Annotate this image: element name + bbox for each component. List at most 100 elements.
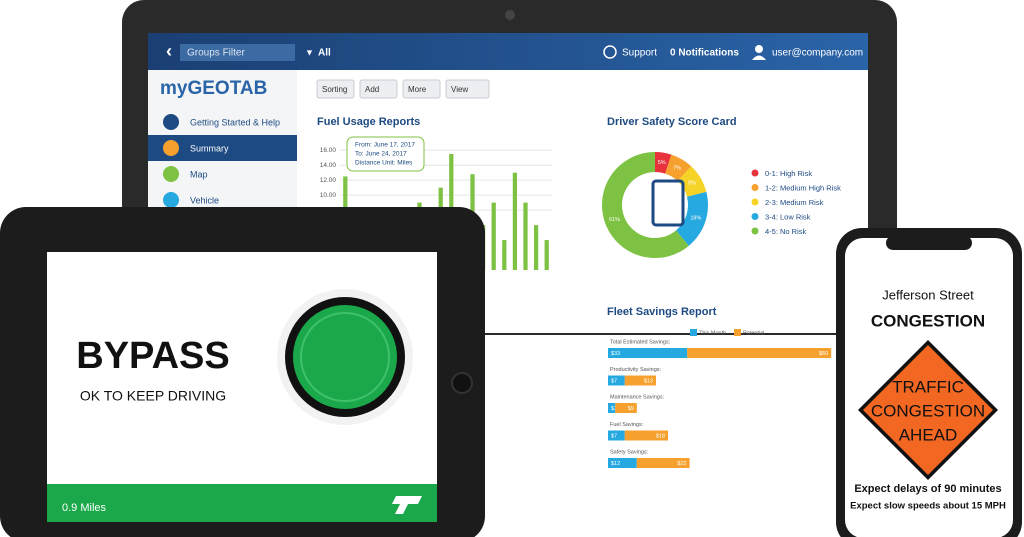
chart-title: Fuel Usage Reports [317,116,420,128]
legend-swatch [751,213,759,220]
toolbar-label[interactable]: Add [365,85,379,94]
all-filter[interactable]: All [318,48,331,59]
legend-label: Potential [743,330,764,336]
y-tick-label: 12.00 [320,177,337,184]
dropdown-arrow[interactable]: ▼ [305,47,314,57]
safety-chart: 5% 0-1: High Risk 7% 1-2: Medium High Risk 9… [602,152,841,259]
slice-label: 18% [690,216,701,222]
tooltip-line: To: June 24, 2017 [355,151,407,158]
bar-segment [624,375,656,386]
home-button[interactable] [451,372,473,394]
value-label: $12 [611,461,620,467]
donut-slice [677,166,707,197]
sidebar-item[interactable]: Summary [190,143,229,153]
phone-notch [886,236,972,250]
bar [523,202,528,270]
user[interactable]: user@company.com [772,48,863,59]
bar-segment [608,348,688,358]
logo[interactable]: myGEOTAB [160,78,267,99]
status-bar [47,484,437,522]
bar [512,172,518,270]
value-label: $22 [677,461,686,467]
slice-label: 5% [658,160,666,166]
value-label: $7 [611,378,617,384]
legend-swatch [751,184,759,191]
legend-label: 2-3: Medium Risk [765,198,824,207]
y-tick-label: 10.00 [320,192,337,199]
back-button[interactable]: ‹ [166,41,172,61]
light-inner [300,312,390,402]
bar [544,240,549,270]
bar-segment [624,430,668,441]
legend-swatch [690,329,697,336]
toolbar-button[interactable] [445,79,490,99]
sidebar-items: Getting Started & Help Summary Map Vehicle [163,114,280,208]
value-label: $13 [644,378,653,384]
category-label: Total Estimated Savings: [610,339,671,345]
bar-segment [636,458,690,468]
donut-slice [602,152,689,259]
chart-title: Fleet Savings Report [607,306,717,318]
support[interactable]: Support [622,48,657,59]
clipboard-icon [651,179,685,227]
user-icon[interactable] [755,45,763,53]
legend-label: 3-4: Low Risk [765,212,811,221]
savings-chart: This Month Potential Total Estimated Savin… [608,329,832,468]
notifications[interactable]: 0 Notifications [670,48,739,59]
green-light [293,305,397,409]
legend-swatch [751,227,759,235]
sidebar-icon [163,166,179,182]
legend-label: 1-2: Medium High Risk [765,183,841,192]
sign [863,345,993,475]
donut-slice [655,152,672,174]
tooltip [346,136,425,172]
bar-segment [608,403,616,413]
toolbar-button[interactable] [316,79,355,99]
sidebar-item[interactable]: Getting Started & Help [190,117,280,127]
groups-filter-box[interactable] [180,44,295,61]
value-label: $9 [628,406,634,412]
user-icon-body [752,55,766,60]
brand-icon [392,496,422,514]
legend-swatch [734,329,741,336]
toolbar-label[interactable]: View [451,85,468,94]
alert: CONGESTION [871,311,985,330]
legend-swatch [751,198,759,206]
bar-segment [608,375,625,386]
slice-label: 7% [673,165,681,171]
tooltip-line: From: June 17, 2017 [355,142,415,149]
chart-title: Driver Safety Score Card [607,116,737,128]
value-label: $60 [819,351,828,357]
bar [533,225,539,270]
sidebar-item[interactable]: Vehicle [190,195,219,205]
bar-segment [608,430,625,441]
legend-label: 0-1: High Risk [765,169,812,178]
bar-segment [608,458,637,468]
delay: Expect delays of 90 minutes [854,483,1001,495]
status: BYPASS [76,335,229,377]
camera [505,10,515,20]
sidebar-item[interactable]: Map [190,169,208,179]
toolbar-label[interactable]: More [408,85,427,94]
distance: 0.9 Miles [62,502,107,514]
sign-line: AHEAD [899,425,958,444]
groups-filter[interactable]: Groups Filter [187,48,245,59]
message: OK TO KEEP DRIVING [80,388,226,404]
category-label: Maintenance Savings: [610,394,665,400]
toolbar-label[interactable]: Sorting [322,85,347,94]
sign-line: TRAFFIC [892,377,964,396]
tooltip-text: From: June 17, 2017 To: June 24, 2017 Dist… [355,142,415,167]
toolbar-button[interactable] [359,79,398,99]
y-tick-label: 16.00 [320,147,337,154]
sidebar-icon [163,140,179,156]
street: Jefferson Street [882,287,974,302]
toolbar-button[interactable] [402,79,441,99]
value-label: $7 [611,433,617,439]
slice-label: 9% [688,181,696,187]
sign-line: CONGESTION [871,401,985,420]
value-label: $18 [656,433,665,439]
sidebar-icon [163,114,179,130]
donut-slice [665,154,692,181]
support-icon[interactable] [603,45,617,59]
